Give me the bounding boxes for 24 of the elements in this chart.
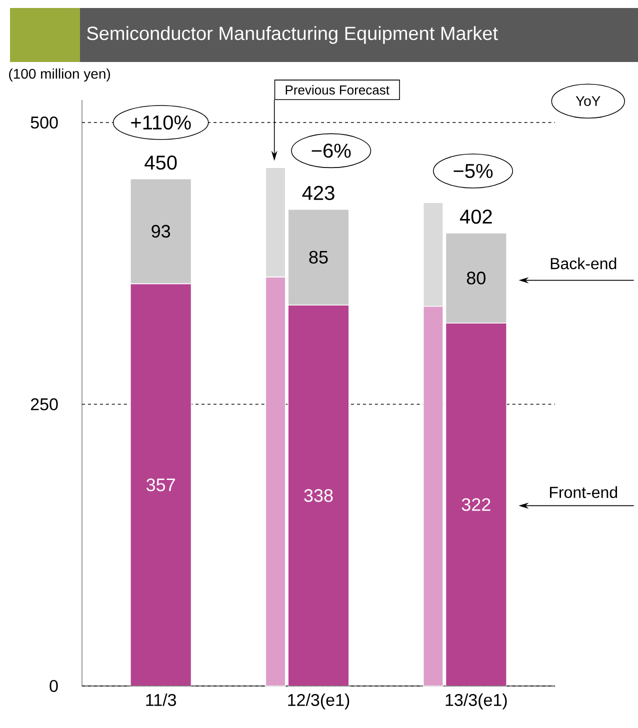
y-axis-title: (100 million yen)	[9, 68, 110, 82]
annotation: −6%	[312, 144, 351, 158]
total-label: 402	[460, 210, 492, 224]
text: Previous Forecast	[286, 85, 390, 95]
annotation: +110%	[131, 115, 191, 130]
data-label: 338	[304, 489, 333, 502]
data-label: 357	[146, 478, 175, 492]
y-tick-label: 500	[30, 116, 58, 129]
text: Back-end	[550, 258, 616, 270]
y-tick-label: 0	[50, 680, 58, 692]
x-tick-label: 13/3(e1)	[446, 694, 507, 710]
data-label: 322	[462, 498, 490, 511]
total-label: 450	[144, 156, 177, 170]
total-label: 423	[302, 186, 334, 200]
data-label: 80	[466, 272, 486, 284]
x-tick-label: 12/3(e1)	[288, 694, 350, 710]
text: Front-end	[550, 486, 618, 498]
chart-title: Semiconductor Manufacturing Equipment Market	[87, 26, 498, 44]
x-tick-label: 11/3	[146, 694, 176, 706]
annotation: −5%	[454, 164, 493, 178]
data-label: 93	[152, 224, 170, 238]
y-tick-label: 250	[30, 398, 58, 410]
text: YoY	[576, 96, 600, 106]
data-label: 85	[309, 250, 328, 264]
